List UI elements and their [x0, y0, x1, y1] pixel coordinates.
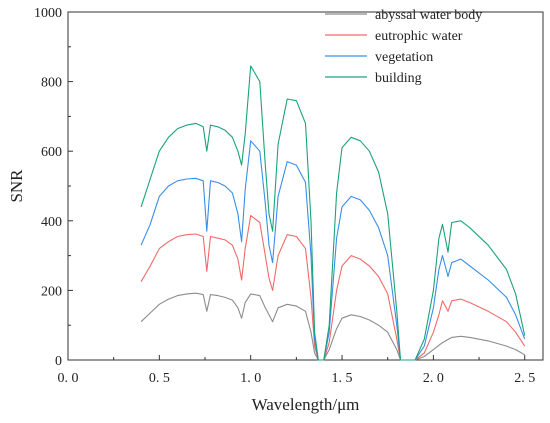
series-lines: [140, 65, 526, 361]
y-tick-label: 200: [41, 284, 62, 299]
legend: abyssal water body eutrophic water vegetat…: [325, 8, 482, 86]
series-line-3: [140, 65, 526, 361]
axes: 0. 0 0. 5 1. 0 1. 5 2. 0 2. 5 0 200 400 600 800 100…: [7, 6, 544, 414]
x-tick-label: 0. 0: [58, 371, 79, 386]
x-tick-label: 1. 0: [240, 371, 261, 386]
legend-label-0: abyssal water body: [375, 8, 482, 23]
series-line-2: [140, 140, 526, 361]
x-tick-label: 2. 0: [423, 371, 444, 386]
x-tick-label: 0. 5: [149, 371, 170, 386]
legend-label-3: building: [375, 71, 422, 86]
series-line-0: [140, 292, 525, 361]
legend-label-2: vegetation: [375, 50, 433, 65]
y-tick-label: 1000: [34, 6, 62, 21]
y-tick-label: 0: [55, 354, 62, 369]
x-tick-label: 1. 5: [332, 371, 353, 386]
x-tick-label: 2. 5: [514, 371, 535, 386]
y-tick-label: 600: [41, 145, 62, 160]
y-tick-label: 400: [41, 215, 62, 230]
x-axis-title: Wavelength/μm: [252, 395, 360, 414]
y-axis-title: SNR: [7, 169, 26, 203]
y-tick-label: 800: [41, 76, 62, 91]
series-line-1: [140, 215, 526, 361]
legend-label-1: eutrophic water: [375, 29, 463, 44]
